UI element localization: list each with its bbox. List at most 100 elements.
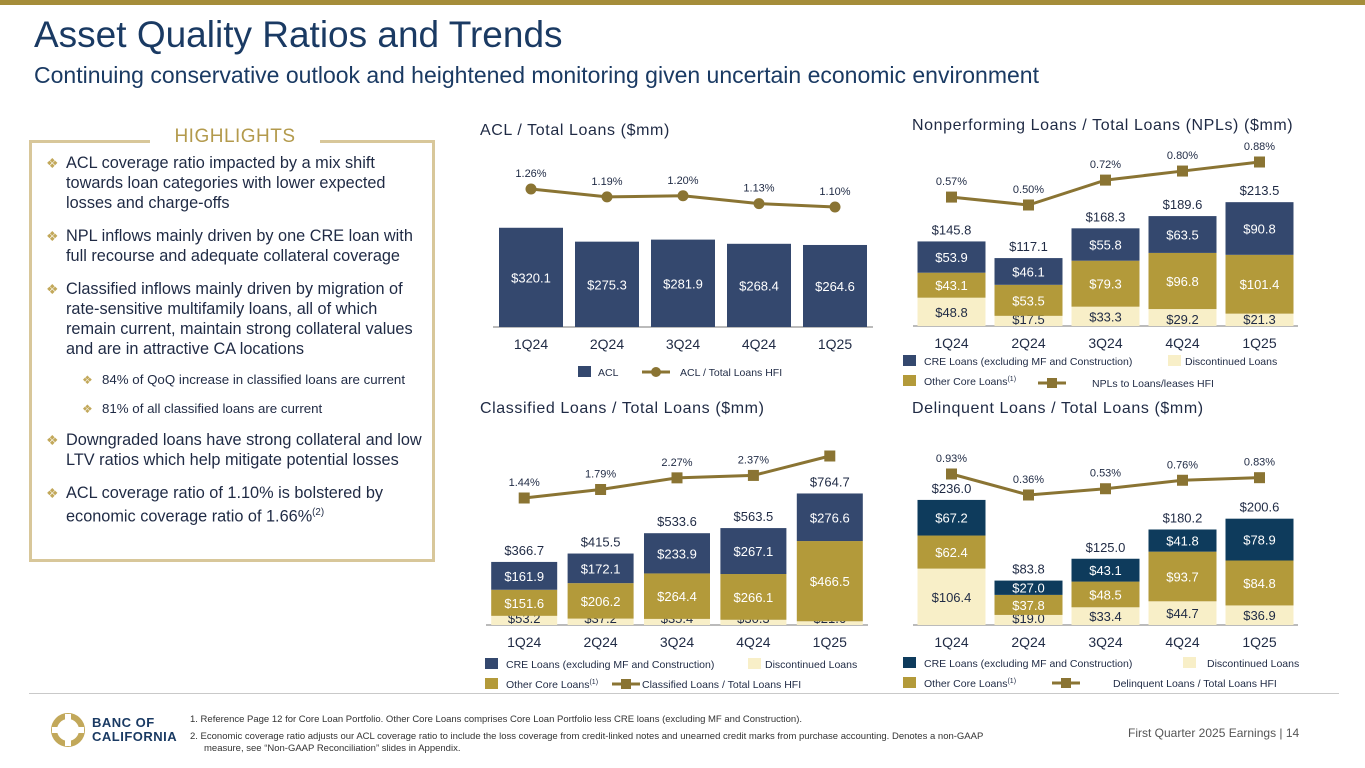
legend-swatch [903,375,916,386]
bar-value-label: $266.1 [734,590,774,605]
delinquent-chart: $106.4$62.4$67.2$236.01Q24$19.0$37.8$27.… [903,453,1299,690]
bar-total-label: $180.2 [1163,510,1203,525]
bar-segment [803,244,867,327]
ratio-label: 1.26% [515,168,546,180]
bar-segment [796,621,863,625]
acl-chart: $320.1 1Q24 $275.3 2Q24 $281.9 3Q24 $268.4 4Q24… [493,168,873,379]
classified-chart: $53.2$151.6$161.9$366.71Q24$37.2$206.2$1… [485,450,868,691]
ratio-point [1100,174,1111,186]
legend-label: CRE Loans (excluding MF and Construction… [924,356,1132,368]
bar-value-label: $53.5 [1012,293,1045,308]
bar-value-label: $43.1 [1089,563,1122,578]
highlight-item: ❖ ACL coverage ratio of 1.10% is bolstere… [46,484,384,526]
legend-label: ACL / Total Loans HFI [680,367,782,379]
diamond-bullet-icon: ❖ [46,228,59,244]
legend-swatch [903,677,916,688]
legend-swatch [903,355,916,366]
bar-value-label: $281.9 [663,276,703,291]
bar-segment [994,580,1063,595]
legend-line-marker [621,679,631,689]
legend-label: Other Core Loans(1) [924,376,1016,388]
bar-segment [994,258,1063,285]
bar-total-label: $189.6 [1163,197,1203,212]
legend-swatch [485,678,498,689]
ratio-label: 0.83% [1244,457,1275,469]
bar-segment [917,535,986,569]
bar-value-label: $21.3 [1243,312,1276,327]
ratio-point [824,450,836,462]
bar-value-label: $63.5 [1166,228,1199,243]
bar-segment [1071,306,1140,326]
footnote-2-cont: measure, see “Non-GAAP Reconciliation” s… [204,743,461,754]
bar-value-label: $466.5 [810,574,850,589]
diamond-bullet-icon: ❖ [46,281,59,297]
bar-value-label: $79.3 [1089,277,1122,292]
bar-total-label: $563.5 [734,509,774,524]
ratio-label: 1.44% [509,477,540,489]
legend-label: CRE Loans (excluding MF and Construction… [924,658,1132,670]
ratio-label: 0.72% [1090,159,1121,171]
bar-value-label: $264.6 [815,279,855,294]
x-tick-label: 1Q25 [1242,634,1276,650]
bar-segment [567,583,634,619]
page-title: Asset Quality Ratios and Trends [34,14,563,55]
ratio-label: 0.36% [1013,474,1044,486]
bar-segment [1071,558,1140,582]
diamond-bullet-icon: ❖ [46,155,59,171]
bar-segment [644,533,710,574]
ratio-label: 0.53% [1090,468,1121,480]
legend-line-marker [1047,378,1057,388]
x-tick-label: 3Q24 [660,634,694,650]
x-tick-label: 4Q24 [736,634,770,650]
diamond-bullet-icon: ❖ [46,432,59,448]
highlight-item: ❖ Classified inflows mainly driven by mig… [46,280,413,358]
highlights-title: HIGHLIGHTS [150,126,320,150]
bar-segment [567,553,634,584]
bar-value-label: $27.0 [1012,581,1045,596]
ratio-point [1254,472,1265,484]
bar-value-label: $78.9 [1243,533,1276,548]
page-subtitle: Continuing conservative outlook and heig… [34,62,1039,88]
ratio-point [1177,165,1188,177]
bar-value-label: $41.8 [1166,534,1199,549]
ratio-point [747,469,759,481]
legend-line-marker [651,367,661,377]
ratio-point [671,472,683,484]
ratio-label: 1.10% [819,186,850,198]
bar-value-label: $33.3 [1089,309,1122,324]
npl-chart: $48.8$43.1$53.9$145.81Q24$17.5$53.5$46.1… [903,141,1298,390]
bank-logo-icon [51,713,85,747]
acl-chart-title: ACL / Total Loans ($mm) [480,122,670,139]
x-tick-label: 4Q24 [1165,335,1199,351]
ratio-point [601,191,613,203]
bar-value-label: $90.8 [1243,222,1276,237]
x-tick-label: 3Q24 [1088,335,1122,351]
bar-total-label: $213.5 [1240,183,1280,198]
x-tick-label: 2Q24 [583,634,617,650]
x-tick-label: 1Q24 [934,335,968,351]
ratio-label: 0.76% [1167,459,1198,471]
bar-segment [917,272,986,298]
bar-total-label: $145.8 [932,222,972,237]
bar-value-label: $43.1 [935,278,968,293]
bar-value-label: $264.4 [657,589,697,604]
bar-segment [491,615,558,625]
bar-value-label: $84.8 [1243,576,1276,591]
diamond-bullet-icon: ❖ [82,373,93,387]
bar-segment [917,297,986,326]
legend-swatch [1168,355,1181,366]
bar-value-label: $62.4 [935,545,968,560]
bar-segment [917,568,986,625]
bar-value-label: $106.4 [932,590,972,605]
legend-label: CRE Loans (excluding MF and Construction… [506,659,714,671]
ratio-label: 1.79% [585,469,616,481]
x-tick-label: 1Q24 [507,634,541,650]
ratio-point [1100,483,1111,495]
bar-segment [1225,313,1294,326]
bar-segment [727,243,791,327]
bar-value-label: $46.1 [1012,264,1045,279]
bar-total-label: $366.7 [504,543,544,558]
legend-swatch [903,657,916,668]
bar-segment [994,594,1063,615]
bar-total-label: $415.5 [581,535,621,550]
